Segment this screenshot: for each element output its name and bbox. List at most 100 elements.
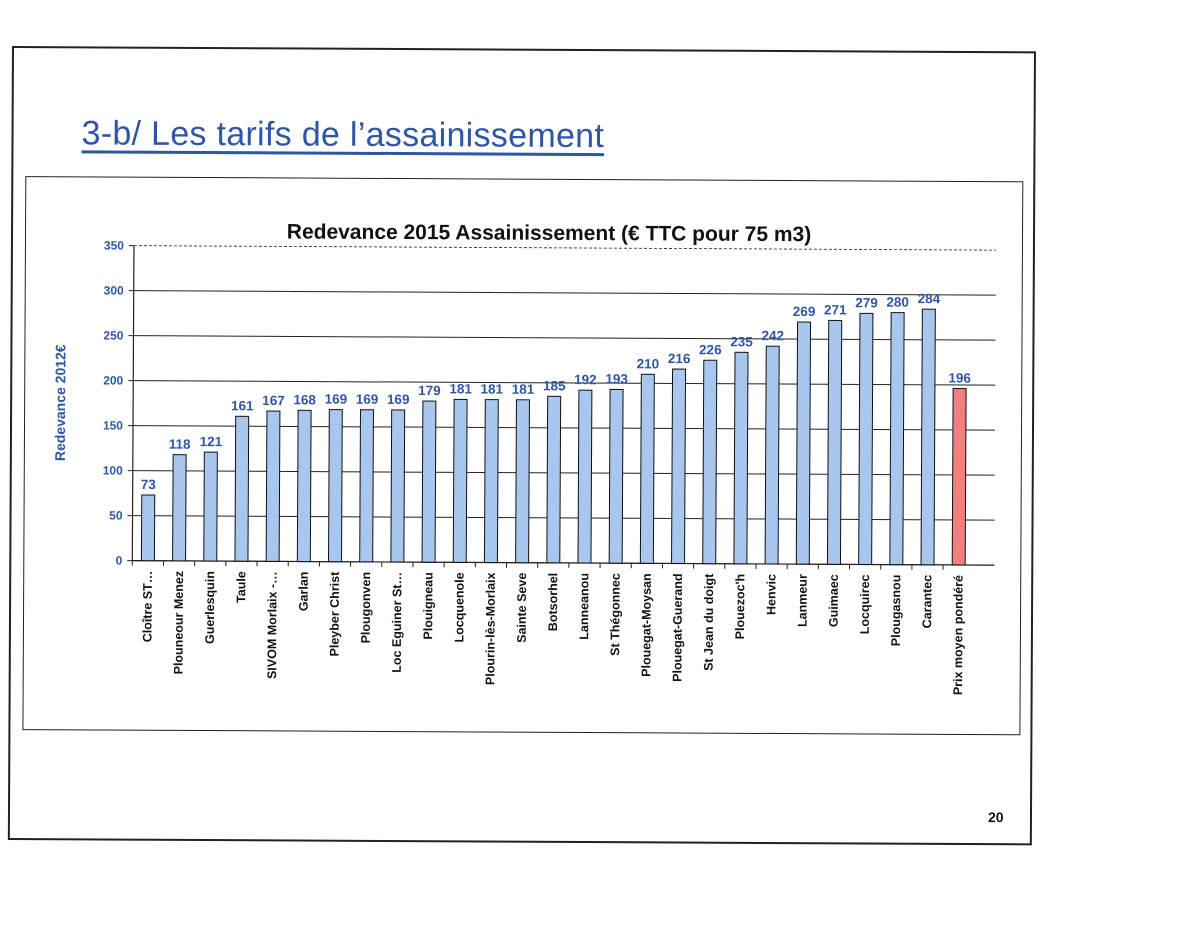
category-label: St Thégonnec (608, 573, 622, 656)
category-label: Locquenole (452, 572, 466, 642)
category-label: Lanmeur (795, 574, 809, 627)
bar-chart: Redevance 2015 Assainissement (€ TTC pou… (52, 220, 996, 695)
bar (296, 409, 312, 563)
bar (140, 494, 156, 562)
category-label: Plouigneau (421, 572, 435, 639)
data-label: 192 (574, 372, 597, 387)
bar (608, 388, 624, 564)
bar (172, 454, 187, 562)
chart-frame: Redevance 2015 Assainissement (€ TTC pou… (22, 176, 1024, 736)
bar (858, 312, 874, 566)
bar (702, 359, 718, 565)
bar (639, 373, 655, 564)
category-label: Lanneanou (577, 573, 591, 640)
data-label: 181 (512, 382, 535, 397)
y-tick-label: 150 (103, 418, 123, 432)
data-label: 193 (605, 371, 628, 386)
category-label: Plourin-lès-Morlaix (483, 572, 498, 685)
category-label: Taule (234, 571, 248, 603)
y-tick-label: 200 (103, 373, 123, 387)
y-axis (131, 245, 135, 561)
chart-title: Redevance 2015 Assainissement (€ TTC pou… (287, 220, 812, 246)
y-tick-label: 100 (103, 463, 123, 477)
data-label: 169 (325, 392, 348, 407)
data-label: 121 (200, 434, 223, 449)
category-label: Plougasnou (889, 575, 903, 647)
data-label: 210 (637, 356, 660, 371)
category-label: Locquirec (858, 574, 872, 634)
y-tick-label: 50 (109, 509, 123, 523)
data-label: 181 (449, 381, 472, 396)
data-label: 169 (387, 392, 410, 407)
data-label: 185 (543, 378, 566, 393)
bar (515, 399, 530, 564)
bar (889, 312, 905, 566)
category-label: Loc Eguiner St… (390, 572, 405, 673)
data-label: 161 (231, 398, 254, 413)
data-label: 167 (262, 393, 285, 408)
bar (483, 399, 499, 564)
bar (328, 409, 343, 563)
gridline (133, 290, 996, 296)
category-label: Plougonven (359, 572, 373, 644)
category-label: Guimaec (827, 574, 841, 627)
y-tick-label: 300 (104, 283, 124, 297)
data-label: 279 (855, 295, 878, 310)
category-label: Cloître ST… (140, 571, 154, 643)
data-label: 269 (793, 304, 816, 319)
data-label: 235 (730, 334, 753, 349)
y-tick-label: 0 (116, 554, 123, 568)
data-label: 271 (824, 302, 847, 317)
category-label: Garlan (297, 571, 311, 611)
y-tick-label: 250 (103, 328, 123, 342)
bar (951, 388, 967, 566)
category-label: Guerlesquin (203, 571, 217, 644)
data-label: 196 (948, 371, 971, 386)
category-label: Carantec (920, 575, 934, 629)
bar (546, 395, 562, 564)
data-label: 280 (886, 295, 909, 310)
data-label: 118 (169, 437, 191, 452)
category-label: Sainte Seve (515, 573, 529, 643)
bar (203, 451, 218, 562)
bar (795, 321, 812, 565)
bar (390, 409, 406, 563)
slide: 3-b/ Les tarifs de l’assainissement Rede… (7, 46, 1036, 846)
category-label: St Jean du doigt (702, 573, 717, 671)
bar (359, 409, 374, 563)
bar (764, 345, 780, 565)
category-label: Henvic (764, 574, 778, 615)
data-label: 242 (761, 328, 784, 343)
y-tick-label: 350 (104, 238, 124, 252)
bar (671, 368, 687, 565)
data-label: 181 (481, 382, 504, 397)
bar (265, 410, 281, 562)
bar (421, 400, 437, 563)
category-label: SIVOM Morlaix -… (265, 571, 280, 679)
bar (826, 319, 843, 565)
data-label: 179 (418, 383, 441, 398)
data-label: 169 (356, 392, 379, 407)
category-label: Plouneour Menez (171, 571, 186, 675)
category-label: Prix moyen pondéré (951, 575, 966, 695)
bar (452, 398, 468, 563)
category-label: Botsorhel (546, 573, 560, 631)
data-label: 73 (141, 477, 157, 492)
page-number: 20 (987, 809, 1004, 826)
category-label: Plouegat-Guerand (670, 573, 685, 681)
data-label: 226 (699, 342, 722, 357)
bar (577, 389, 593, 564)
gridline (133, 245, 996, 251)
gridline (133, 335, 996, 341)
bar (920, 308, 936, 566)
category-label: Plouezoc'h (733, 574, 747, 640)
data-label: 216 (668, 351, 691, 366)
y-axis-label: Redevance 2012€ (52, 344, 69, 461)
category-label: Pleyber Christ (328, 571, 342, 657)
bar (234, 415, 250, 562)
data-label: 284 (918, 291, 941, 306)
data-label: 168 (293, 392, 316, 407)
slide-title: 3-b/ Les tarifs de l’assainissement (81, 114, 605, 156)
gridline (133, 380, 996, 386)
bar (733, 351, 749, 565)
